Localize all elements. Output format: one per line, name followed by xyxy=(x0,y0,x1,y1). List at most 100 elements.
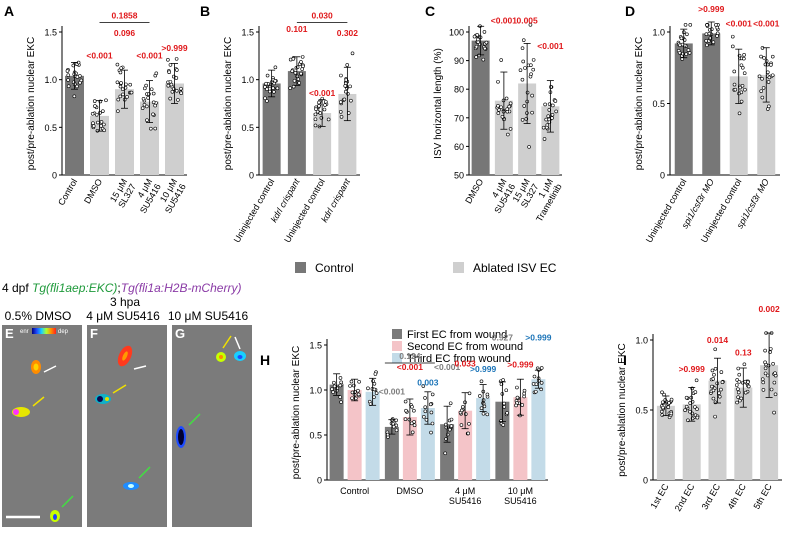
data-point xyxy=(330,387,334,391)
x-tick-label-line: 1st EC xyxy=(648,482,670,511)
nucleus-cell xyxy=(33,363,39,371)
data-point xyxy=(273,65,278,70)
data-point xyxy=(293,71,298,75)
y-axis-label: post/pre-ablation nuclear EKC xyxy=(223,37,234,170)
data-point xyxy=(485,392,490,397)
data-point xyxy=(339,73,343,78)
data-point xyxy=(715,34,719,38)
data-point xyxy=(66,84,71,89)
data-point xyxy=(474,44,479,49)
data-point xyxy=(348,384,352,388)
legend-label: Second EC from wound xyxy=(407,341,523,353)
bar xyxy=(65,75,84,175)
data-point xyxy=(315,109,320,114)
data-point xyxy=(410,430,415,435)
data-point xyxy=(275,86,280,91)
data-point xyxy=(483,46,487,51)
data-point xyxy=(141,97,146,101)
nucleus-cell xyxy=(178,429,184,445)
data-point xyxy=(520,46,525,50)
y-tick-label: 1.0 xyxy=(652,28,665,38)
data-point xyxy=(521,38,526,42)
data-point xyxy=(94,112,99,117)
data-point xyxy=(75,75,80,79)
bar xyxy=(458,410,473,480)
x-tick-label: DMSO xyxy=(82,177,104,205)
x-tick-label: 3rd EC xyxy=(700,482,723,512)
bar xyxy=(494,100,513,175)
data-point xyxy=(118,70,123,75)
y-tick-label: 70 xyxy=(454,113,464,123)
data-point xyxy=(499,105,503,110)
data-point xyxy=(104,98,108,103)
data-point xyxy=(154,71,159,76)
data-point xyxy=(514,403,518,408)
data-point xyxy=(430,392,435,397)
data-point xyxy=(717,391,721,395)
data-point xyxy=(500,114,505,119)
data-point xyxy=(326,117,331,122)
imaging-title-sep: ; xyxy=(117,281,120,295)
data-point xyxy=(404,408,408,413)
bar xyxy=(347,390,362,480)
data-point xyxy=(515,385,519,390)
data-point xyxy=(768,347,773,351)
data-point xyxy=(300,55,305,59)
p-value-label: 0.005 xyxy=(516,15,538,25)
arrow-white xyxy=(43,365,57,373)
data-point xyxy=(705,23,709,27)
data-point xyxy=(317,100,321,105)
data-point xyxy=(72,94,77,99)
data-point xyxy=(660,400,665,405)
panel-label: H xyxy=(260,352,270,368)
p-value-label: <0.001 xyxy=(309,88,336,98)
legend-label-control: Control xyxy=(315,261,354,275)
arrow-yellow xyxy=(32,396,45,407)
data-point xyxy=(332,380,336,385)
p-value-label: 0.014 xyxy=(707,335,729,345)
data-point xyxy=(102,128,106,133)
data-point xyxy=(732,69,737,74)
data-point xyxy=(683,23,688,27)
data-point xyxy=(522,104,527,108)
data-point xyxy=(507,104,511,109)
data-point xyxy=(549,85,553,89)
data-point xyxy=(711,388,716,393)
data-point xyxy=(766,70,770,75)
data-point xyxy=(685,32,689,37)
data-point xyxy=(767,104,771,109)
data-point xyxy=(372,387,377,392)
data-point xyxy=(689,395,694,400)
data-point xyxy=(740,65,745,70)
p-value-label: >0.999 xyxy=(470,364,497,374)
x-tick-label: 5th EC xyxy=(751,482,774,511)
data-point xyxy=(314,107,318,111)
y-tick-label: 90 xyxy=(454,56,464,66)
data-point xyxy=(527,145,531,149)
data-point xyxy=(350,51,355,56)
data-point xyxy=(151,112,155,117)
data-point xyxy=(704,39,708,43)
panel-label: D xyxy=(625,3,635,19)
data-point xyxy=(91,121,95,126)
data-point xyxy=(338,383,343,388)
data-point xyxy=(679,36,684,41)
data-point xyxy=(116,97,121,102)
chart-h: H 0 0.5 1.0 1.5 post/pre-ablation nuclear EKC… xyxy=(260,329,552,506)
panel-label: A xyxy=(4,3,14,19)
data-point xyxy=(391,424,396,429)
data-point xyxy=(714,23,718,27)
data-point xyxy=(732,82,737,87)
data-point xyxy=(760,76,764,81)
bar xyxy=(140,101,159,175)
data-point xyxy=(463,412,468,416)
data-point xyxy=(409,421,414,426)
data-point xyxy=(299,60,303,64)
data-point xyxy=(740,84,745,88)
data-point xyxy=(684,52,689,56)
data-point xyxy=(684,395,689,400)
bar xyxy=(165,83,184,175)
legend-swatch-ablated xyxy=(453,262,464,273)
data-point xyxy=(313,123,318,128)
